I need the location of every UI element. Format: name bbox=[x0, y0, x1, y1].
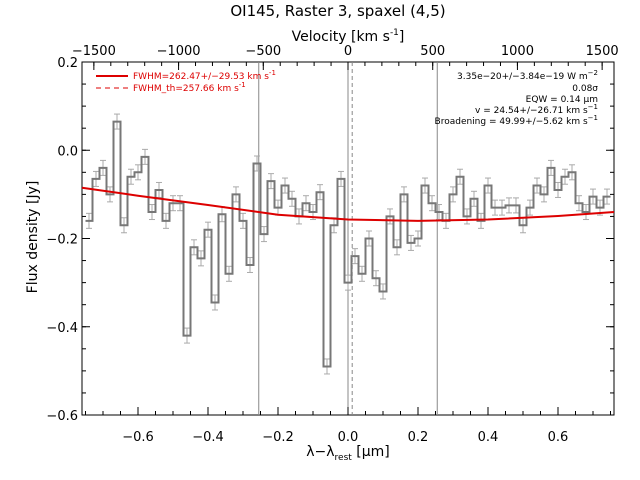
top-tick-label: 1000 bbox=[501, 44, 534, 59]
data-step-line bbox=[85, 120, 611, 368]
top-tick-label: 1500 bbox=[586, 44, 619, 59]
x-tick-label: 0.6 bbox=[548, 430, 569, 445]
top-tick-label: −1500 bbox=[72, 44, 116, 59]
x-axis-label: λ−λrest [μm] bbox=[306, 444, 390, 463]
annotations: 3.35e−20+/−3.84e−19 W m−2 0.08σ EQW = 0.… bbox=[435, 69, 599, 127]
x-tick-label: 0.4 bbox=[478, 430, 499, 445]
y-axis-label: Flux density [Jy] bbox=[25, 181, 41, 294]
fit-curve bbox=[81, 186, 615, 222]
top-tick-labels: −1500 −1000 −500 0 500 1000 1500 bbox=[72, 44, 619, 59]
top-tick-label: 500 bbox=[420, 44, 445, 59]
annotation-flux: 3.35e−20+/−3.84e−19 W m−2 bbox=[457, 69, 598, 82]
legend-fwhm-th: FWHM_th=257.66 km s-1 bbox=[133, 81, 246, 94]
x-tick-labels: −0.6 −0.4 −0.2 0.0 0.2 0.4 0.6 bbox=[122, 430, 568, 445]
x-axis-label-sub: rest bbox=[335, 453, 353, 463]
x-tick-label: −0.6 bbox=[122, 430, 154, 445]
x-tick-label: 0.2 bbox=[408, 430, 429, 445]
annotation-velocity: v = 24.54+/−26.71 km s−1 bbox=[475, 103, 598, 116]
x-tick-label: −0.4 bbox=[192, 430, 224, 445]
y-tick-labels: −0.6 −0.4 −0.2 0.0 0.2 bbox=[46, 56, 78, 424]
y-tick-label: −0.2 bbox=[46, 233, 78, 248]
top-axis-label: Velocity [km s-1] bbox=[292, 28, 405, 45]
legend-fwhm: FWHM=262.47+/−29.53 km s-1 bbox=[133, 69, 276, 82]
top-tick-label: −1000 bbox=[157, 44, 201, 59]
annotation-sigma: 0.08σ bbox=[572, 84, 598, 94]
y-tick-label: −0.6 bbox=[46, 409, 78, 424]
y-tick-label: 0.0 bbox=[57, 144, 78, 159]
x-tick-label: 0.0 bbox=[338, 430, 359, 445]
top-axis-label-exp: -1 bbox=[390, 28, 399, 38]
top-tick-label: −500 bbox=[245, 44, 281, 59]
x-tick-label: −0.2 bbox=[262, 430, 294, 445]
y-tick-label: −0.4 bbox=[46, 321, 78, 336]
annotation-broadening: Broadening = 49.99+/−5.62 km s−1 bbox=[435, 114, 598, 127]
y-tick-label: 0.2 bbox=[57, 56, 78, 71]
plot-body bbox=[81, 61, 615, 416]
chart-title: OI145, Raster 3, spaxel (4,5) bbox=[230, 2, 445, 20]
legend: FWHM=262.47+/−29.53 km s-1 FWHM_th=257.6… bbox=[96, 69, 276, 94]
annotation-eqw: EQW = 0.14 μm bbox=[526, 95, 598, 105]
top-tick-label: 0 bbox=[344, 44, 352, 59]
